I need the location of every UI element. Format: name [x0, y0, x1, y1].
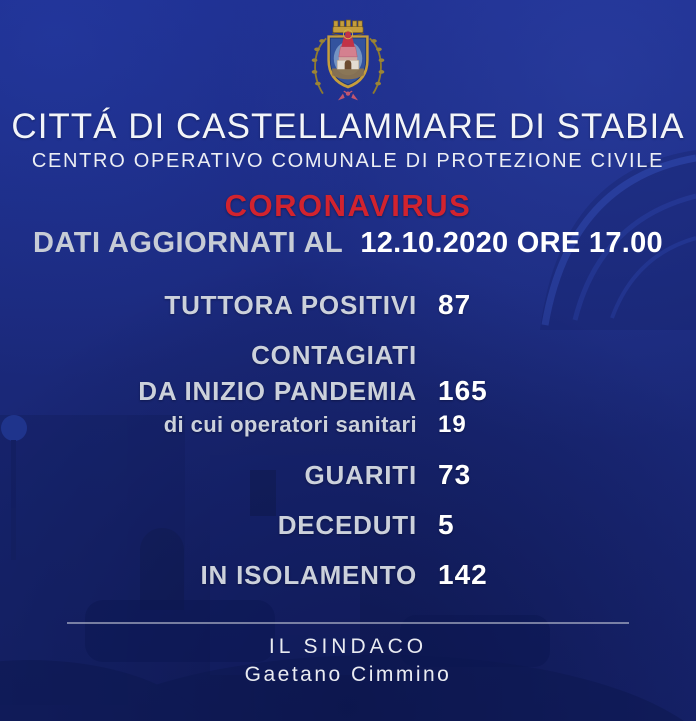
- stat-label: DECEDUTI: [277, 510, 417, 540]
- mayor-role-label: IL SINDACO: [268, 635, 428, 658]
- stat-row: di cui operatori sanitari 19: [0, 412, 696, 438]
- stat-value: 73: [438, 459, 472, 490]
- stat-row: DECEDUTI 5: [0, 509, 696, 541]
- updated-dateline: DATI AGGIORNATI AL 12.10.2020 ORE 17.00: [33, 227, 663, 260]
- stat-label: di cui operatori sanitari: [163, 412, 417, 437]
- stat-row: DA INIZIO PANDEMIA 165: [0, 375, 696, 407]
- updated-datetime: 12.10.2020 ORE 17.00: [360, 227, 663, 259]
- stat-label: TUTTORA POSITIVI: [164, 290, 417, 320]
- stat-row: CONTAGIATI: [0, 340, 696, 370]
- stat-value: 19: [438, 411, 467, 438]
- stat-row: GUARITI 73: [0, 459, 696, 491]
- stat-row: IN ISOLAMENTO 142: [0, 559, 696, 591]
- city-title: CITTÁ DI CASTELLAMMARE DI STABIA: [11, 107, 685, 146]
- operations-center-subtitle: CENTRO OPERATIVO COMUNALE DI PROTEZIONE …: [31, 150, 665, 172]
- municipal-coat-of-arms-icon: [311, 19, 385, 101]
- stat-value: 142: [438, 559, 488, 590]
- mayor-name: Gaetano Cimmino: [244, 663, 452, 686]
- stat-label: DA INIZIO PANDEMIA: [138, 376, 417, 406]
- updated-label: DATI AGGIORNATI AL: [33, 227, 344, 259]
- coronavirus-heading: CORONAVIRUS: [224, 188, 472, 223]
- stat-row: TUTTORA POSITIVI 87: [0, 289, 696, 321]
- stat-label: GUARITI: [304, 460, 417, 490]
- stat-value: 5: [438, 509, 455, 540]
- stat-label: IN ISOLAMENTO: [200, 560, 417, 590]
- stat-label: CONTAGIATI: [251, 340, 417, 370]
- footer-divider: [67, 622, 629, 624]
- covid-stats-list: TUTTORA POSITIVI 87 CONTAGIATI DA INIZIO PA…: [0, 289, 696, 591]
- stat-value: 165: [438, 375, 488, 406]
- stat-value: 87: [438, 289, 472, 320]
